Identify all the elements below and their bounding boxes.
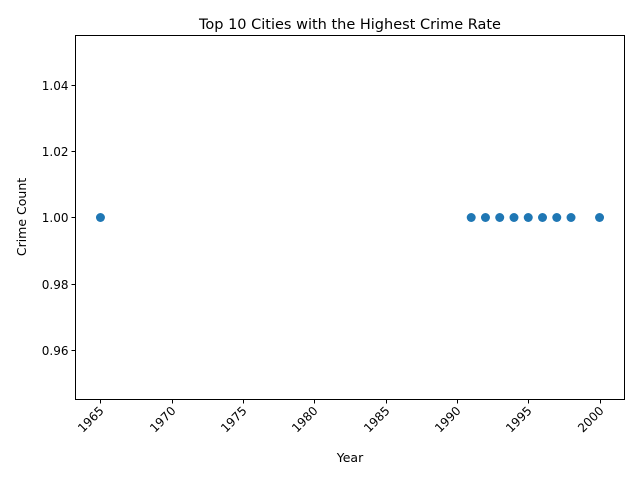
y-axis-label: Crime Count (14, 178, 29, 256)
x-axis-ticks: 1965 1970 1975 1980 1985 1990 1995 2000 (75, 399, 607, 435)
x-tick-label: 1965 (75, 404, 106, 435)
x-tick-label: 1970 (147, 404, 178, 435)
data-point (538, 213, 548, 222)
data-point (595, 213, 605, 222)
chart-title: Top 10 Cities with the Highest Crime Rat… (198, 17, 501, 33)
x-tick-label: 1990 (432, 404, 463, 435)
data-point (566, 213, 576, 222)
data-points (95, 213, 605, 222)
data-point (523, 213, 533, 222)
y-tick-label: 1.04 (42, 79, 69, 93)
x-axis-label: Year (336, 450, 364, 465)
y-tick-label: 0.98 (42, 278, 69, 292)
plot-area-frame (75, 35, 625, 400)
data-point (509, 213, 519, 222)
y-axis-ticks: 0.96 0.98 1.00 1.02 1.04 (42, 79, 76, 358)
data-point (480, 213, 490, 222)
data-point (466, 213, 476, 222)
x-tick-label: 1980 (289, 404, 320, 435)
y-tick-label: 1.02 (42, 145, 69, 159)
data-point (495, 213, 505, 222)
x-tick-label: 1995 (503, 404, 534, 435)
data-point (95, 213, 105, 222)
x-tick-label: 2000 (575, 404, 606, 435)
x-tick-label: 1985 (361, 404, 392, 435)
data-point (552, 213, 562, 222)
y-tick-label: 0.96 (42, 344, 69, 358)
x-tick-label: 1975 (218, 404, 249, 435)
y-tick-label: 1.00 (42, 211, 69, 225)
